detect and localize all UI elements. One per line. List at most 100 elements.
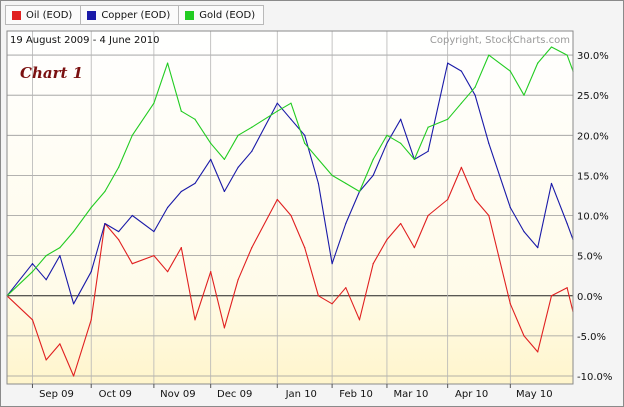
- data-point-oil: [194, 319, 196, 321]
- data-point-copper: [488, 142, 490, 144]
- date-range: 19 August 2009 - 4 June 2010: [10, 35, 159, 46]
- data-point-copper: [59, 255, 61, 257]
- data-point-oil: [31, 319, 34, 321]
- data-point-oil: [358, 319, 361, 321]
- data-point-gold: [372, 158, 374, 160]
- data-point-copper: [118, 230, 120, 233]
- data-point-copper: [317, 182, 319, 185]
- data-point-gold: [59, 247, 61, 249]
- legend-item-gold[interactable]: Gold (EOD): [178, 5, 265, 25]
- data-point-copper: [223, 190, 225, 193]
- data-point-oil: [550, 295, 553, 297]
- data-point-oil: [331, 303, 333, 305]
- legend-item-copper[interactable]: Copper (EOD): [80, 5, 180, 25]
- data-point-gold: [523, 94, 525, 96]
- data-point-gold: [447, 118, 449, 120]
- data-point-gold: [180, 110, 182, 112]
- data-point-gold: [358, 190, 361, 193]
- data-point-copper: [251, 150, 253, 152]
- data-point-gold: [223, 158, 225, 160]
- data-point-gold: [251, 126, 253, 128]
- x-tick-label: Sep 09: [39, 389, 74, 400]
- data-point-copper: [345, 222, 347, 225]
- plot-border: [6, 30, 574, 385]
- data-point-oil: [290, 214, 292, 217]
- data-point-copper: [276, 102, 278, 104]
- data-point-copper: [427, 150, 429, 152]
- data-point-copper: [304, 134, 306, 136]
- data-point-gold: [166, 62, 169, 64]
- data-point-copper: [166, 206, 169, 209]
- data-point-gold: [304, 142, 306, 144]
- data-point-gold: [460, 102, 462, 104]
- data-point-gold: [413, 158, 415, 160]
- chart-label: Chart 1: [20, 64, 83, 82]
- y-tick-label: 15.0%: [577, 171, 609, 182]
- x-axis: Sep 09 Oct 09 Nov 09 Dec 09 Jan 10 Feb 10 Mar …: [31, 384, 553, 400]
- data-point-copper: [331, 263, 333, 265]
- data-point-copper: [210, 158, 212, 160]
- data-point-oil: [72, 375, 75, 377]
- data-point-copper: [180, 190, 182, 193]
- data-point-copper: [550, 182, 553, 185]
- data-point-gold: [118, 166, 120, 168]
- data-point-oil: [180, 247, 182, 249]
- data-point-oil: [509, 303, 511, 305]
- copyright: Copyright, StockCharts.com: [430, 35, 570, 46]
- data-point-oil: [400, 222, 402, 225]
- data-point-copper: [474, 94, 476, 96]
- data-point-copper: [447, 62, 449, 64]
- data-point-oil: [386, 238, 388, 241]
- data-point-oil: [345, 287, 347, 289]
- data-point-gold: [31, 271, 34, 273]
- data-point-oil: [304, 247, 306, 249]
- data-point-oil: [210, 271, 212, 273]
- data-point-oil: [488, 214, 490, 217]
- plot-background-negative: [7, 295, 573, 384]
- legend: Oil (EOD) Copper (EOD) Gold (EOD): [5, 5, 265, 25]
- data-point-oil: [166, 271, 169, 273]
- x-tick-label: Jan 10: [285, 389, 317, 400]
- data-point-gold: [566, 54, 568, 56]
- data-point-copper: [104, 222, 106, 225]
- legend-label-copper: Copper (EOD): [101, 9, 171, 21]
- data-point-gold: [90, 206, 92, 209]
- y-tick-label: -10.0%: [577, 372, 612, 383]
- data-point-oil: [131, 263, 133, 265]
- data-point-oil: [460, 166, 462, 168]
- data-point-copper: [194, 182, 196, 185]
- data-point-oil: [45, 359, 47, 361]
- data-point-oil: [372, 263, 374, 265]
- data-point-gold: [72, 230, 75, 233]
- y-tick-label: -5.0%: [577, 332, 606, 343]
- data-point-gold: [194, 118, 196, 120]
- data-point-gold: [427, 126, 429, 128]
- x-tick-label: Mar 10: [394, 389, 429, 400]
- data-point-oil: [251, 247, 253, 249]
- data-point-copper: [290, 118, 292, 120]
- legend-item-oil[interactable]: Oil (EOD): [5, 5, 82, 25]
- data-point-copper: [509, 206, 511, 209]
- data-point-copper: [90, 271, 92, 273]
- data-point-copper: [523, 230, 525, 233]
- data-point-gold: [488, 54, 490, 56]
- y-axis: 30.0% 25.0% 20.0% 15.0% 10.0% 5.0% 0.0% -5.0% -1…: [577, 51, 612, 383]
- data-point-gold: [386, 134, 388, 136]
- data-point-copper: [45, 279, 47, 281]
- data-point-gold: [237, 134, 239, 136]
- data-point-copper: [460, 70, 462, 72]
- data-point-gold: [400, 142, 402, 144]
- data-point-oil: [276, 198, 278, 201]
- data-point-gold: [509, 70, 511, 72]
- data-point-oil: [427, 214, 429, 217]
- legend-label-gold: Gold (EOD): [199, 9, 256, 21]
- plot-background-positive: [7, 31, 573, 296]
- data-point-oil: [317, 295, 319, 297]
- data-point-copper: [153, 230, 155, 233]
- data-point-copper: [372, 174, 374, 177]
- data-point-gold: [104, 190, 106, 193]
- data-point-oil: [413, 247, 415, 249]
- data-point-oil: [237, 279, 239, 281]
- data-point-gold: [131, 134, 133, 136]
- data-point-copper: [386, 142, 388, 144]
